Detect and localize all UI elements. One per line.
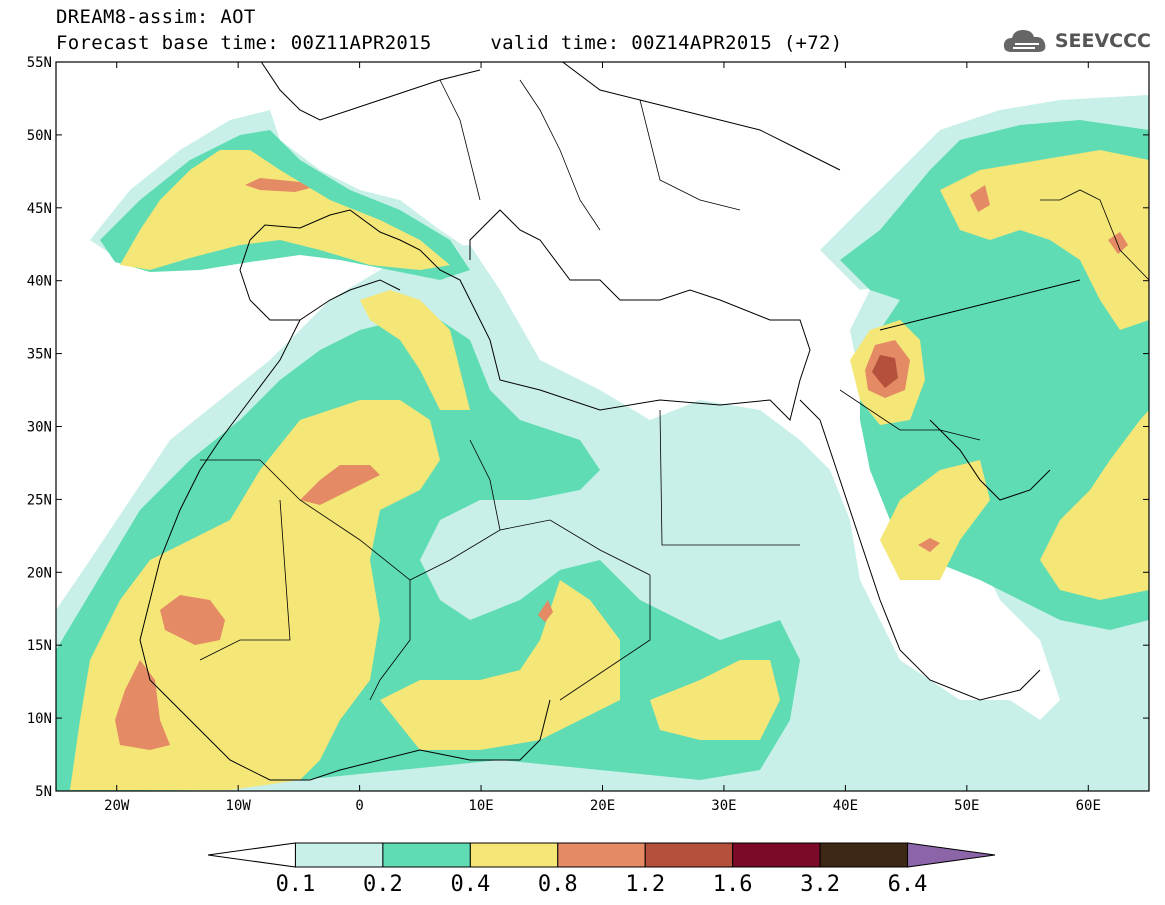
- colorbar-upper-arrow: [907, 842, 996, 868]
- aot-field-yellow-caspian: [940, 150, 1149, 330]
- lat-tick-label: 25N: [27, 492, 52, 508]
- colorbar-swatch: [382, 842, 471, 868]
- aot-field-orange-chad: [538, 600, 553, 622]
- lat-tick-label: 50N: [27, 128, 52, 144]
- aot-fields: [56, 62, 1149, 791]
- aot-field-orange-algeria: [300, 465, 380, 505]
- aot-field-yellow-iran: [1040, 410, 1149, 600]
- lat-tick-label: 15N: [27, 638, 52, 654]
- country-borders: [199, 79, 1149, 701]
- cloud-icon: [1003, 30, 1046, 52]
- aot-field-orange-mali: [160, 595, 225, 645]
- lon-tick-label: 0: [355, 798, 363, 814]
- coastlines: [139, 62, 1081, 781]
- seevccc-logo: SEEVCCC: [1001, 26, 1151, 56]
- colorbar-label: 1.6: [713, 872, 753, 897]
- colorbar-swatch: [469, 842, 559, 868]
- colorbar-label: 0.1: [276, 872, 316, 897]
- colorbar-label: 6.4: [888, 872, 928, 897]
- lon-tick-label: 30E: [711, 798, 736, 814]
- aot-field-orange-arabia: [918, 538, 940, 552]
- map-subtitle: Forecast base time: 00Z11APR2015 valid t…: [56, 32, 843, 54]
- aot-field-yellow-atlantic: [120, 150, 450, 270]
- colorbar-swatch: [294, 842, 384, 868]
- colorbar-swatch: [819, 842, 909, 868]
- aot-field-yellow-sudan: [650, 660, 780, 740]
- lat-tick-label: 5N: [35, 784, 52, 800]
- colorbar-swatch: [557, 842, 646, 868]
- lat-tick-label: 55N: [27, 55, 52, 71]
- lon-tick-label: 50E: [954, 798, 979, 814]
- map-axes: 5N 10N 15N 20N 25N 30N 35N 40N 45N 50N 55N 20W 10W 0 1…: [27, 55, 1149, 814]
- logo-text: SEEVCCC: [1054, 30, 1151, 52]
- aot-field-yellow-arabia: [880, 460, 990, 580]
- colorbar-lower-arrow: [207, 842, 296, 868]
- map-title: DREAM8-assim: AOT: [56, 6, 256, 28]
- aot-field-orange-caspian: [970, 185, 990, 212]
- lon-tick-label: 20E: [590, 798, 615, 814]
- lat-tick-label: 35N: [27, 347, 52, 363]
- aot-field-darkred-iraq: [872, 355, 898, 388]
- lat-tick-label: 10N: [27, 711, 52, 727]
- lat-tick-label: 40N: [27, 274, 52, 290]
- colorbar-label: 0.8: [538, 872, 578, 897]
- aot-field-yellow-central: [380, 580, 620, 750]
- aot-field-yellow-north-africa: [360, 290, 470, 410]
- lon-tick-label: 60E: [1076, 798, 1101, 814]
- lon-tick-label: 10E: [468, 798, 493, 814]
- aot-field-orange-atlantic: [245, 178, 310, 192]
- aot-field-orange-kazakh: [1108, 232, 1128, 254]
- lon-tick-label: 10W: [226, 798, 252, 814]
- lat-tick-label: 30N: [27, 420, 52, 436]
- lat-tick-label: 45N: [27, 201, 52, 217]
- lon-tick-label: 40E: [833, 798, 858, 814]
- colorbar-swatch: [644, 842, 734, 868]
- colorbar-swatch: [732, 842, 821, 868]
- colorbar: 0.1 0.2 0.4 0.8 1.2 1.6 3.2 6.4: [207, 842, 996, 897]
- lon-tick-label: 20W: [104, 798, 130, 814]
- colorbar-label: 1.2: [625, 872, 665, 897]
- colorbar-label: 0.4: [450, 872, 490, 897]
- colorbar-label: 0.2: [363, 872, 403, 897]
- colorbar-label: 3.2: [800, 872, 840, 897]
- lat-tick-label: 20N: [27, 565, 52, 581]
- aot-field-orange-senegal: [115, 660, 170, 750]
